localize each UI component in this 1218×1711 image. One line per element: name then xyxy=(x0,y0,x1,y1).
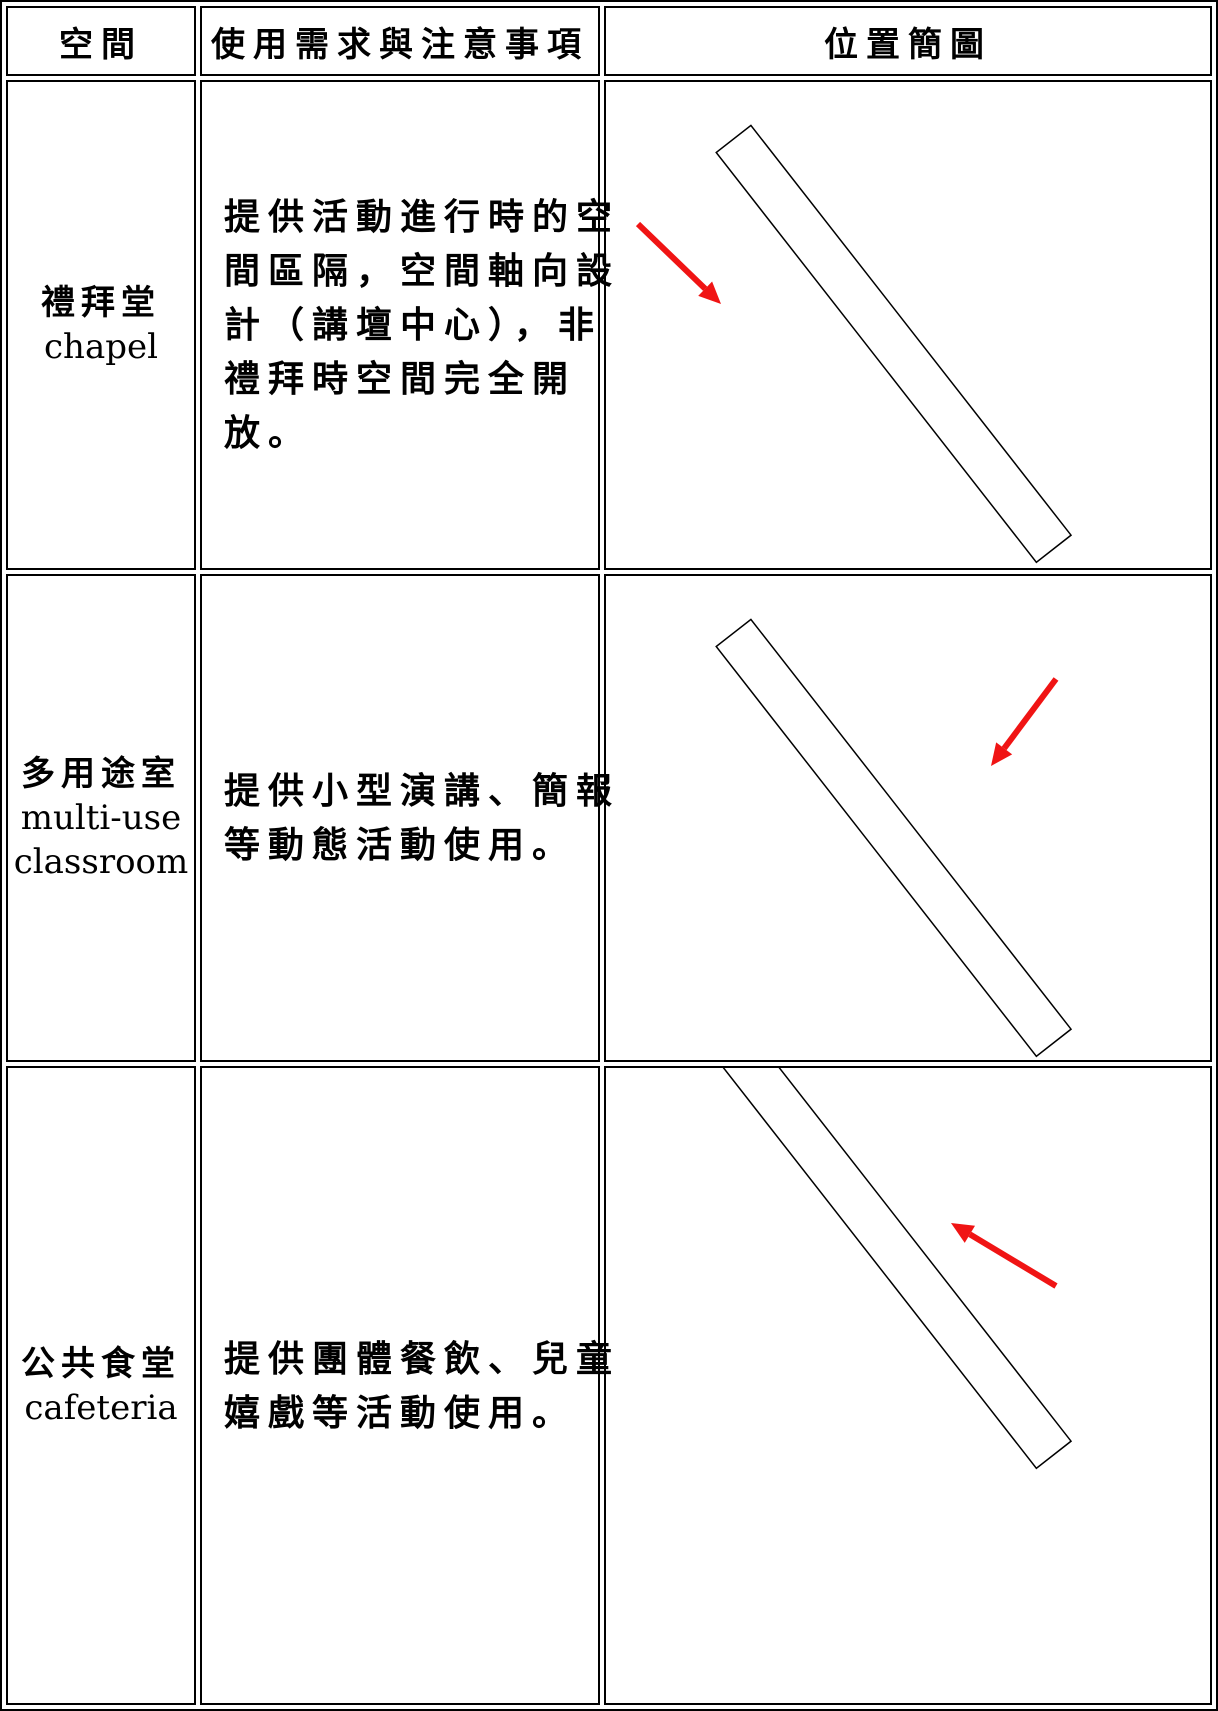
space-name: 公共食堂 xyxy=(21,1343,181,1384)
description-line: 嬉戲等活動使用。 xyxy=(224,1391,577,1434)
plan-cell xyxy=(604,574,1212,1062)
description-line: 禮拜時空間完全開 xyxy=(224,358,577,400)
description-line: 提供小型演講、簡報 xyxy=(224,770,621,812)
space-name: cafeteria xyxy=(24,1387,178,1428)
description-line: 放。 xyxy=(224,412,313,454)
description-line: 提供團體餐飲、兒童 xyxy=(224,1337,621,1380)
description-cell: 提供團體餐飲、兒童 嬉戲等活動使用。 xyxy=(200,1066,621,1705)
header-row: 空間 使用需求與注意事項 位置簡圖 xyxy=(6,6,1212,76)
description-line: 計（講壇中心），非 xyxy=(224,304,603,346)
space-name: 禮拜堂 xyxy=(41,283,161,323)
location-map xyxy=(715,618,1073,1058)
plan-cell xyxy=(604,1066,1212,1705)
space-name-cell: 公共食堂 cafeteria xyxy=(6,1066,196,1705)
floor-plan xyxy=(715,618,1073,1058)
red-arrow xyxy=(635,221,721,304)
table-row: 多用途室 multi-use classroom 提供小型演講、簡報 等動態活動使用。 xyxy=(6,574,1212,1062)
table-row: 禮拜堂 chapel 提供活動進行時的空 間區隔，空間軸向設 計（講壇中心），非 禮拜時空… xyxy=(6,80,1212,570)
header-cell: 使用需求與注意事項 xyxy=(200,6,600,76)
floor-plan xyxy=(715,124,1073,564)
header-cell: 空間 xyxy=(6,6,196,76)
space-name: 多用途室 xyxy=(21,754,181,794)
table-row: 公共食堂 cafeteria 提供團體餐飲、兒童 嬉戲等活動使用。 xyxy=(6,1066,1212,1705)
header-cell: 位置簡圖 xyxy=(604,6,1212,76)
location-map xyxy=(635,124,1073,564)
space-name-cell: 禮拜堂 chapel xyxy=(6,80,196,570)
space-name-cell: 多用途室 multi-use classroom xyxy=(6,574,196,1062)
description-cell: 提供小型演講、簡報 等動態活動使用。 xyxy=(200,574,621,1062)
floor-plan xyxy=(715,1068,1073,1470)
description-line: 間區隔，空間軸向設 xyxy=(224,250,621,292)
description-line: 等動態活動使用。 xyxy=(224,824,577,866)
red-arrow xyxy=(951,1223,1058,1289)
plan-cell xyxy=(604,80,1212,570)
red-arrow xyxy=(991,677,1059,766)
description-line: 提供活動進行時的空 xyxy=(224,196,621,238)
space-name: classroom xyxy=(13,842,189,882)
description-cell: 提供活動進行時的空 間區隔，空間軸向設 計（講壇中心），非 禮拜時空間完全開 放。 xyxy=(200,80,621,570)
location-map xyxy=(715,1068,1073,1470)
space-name: chapel xyxy=(44,327,158,367)
space-name: multi-use xyxy=(20,798,182,838)
